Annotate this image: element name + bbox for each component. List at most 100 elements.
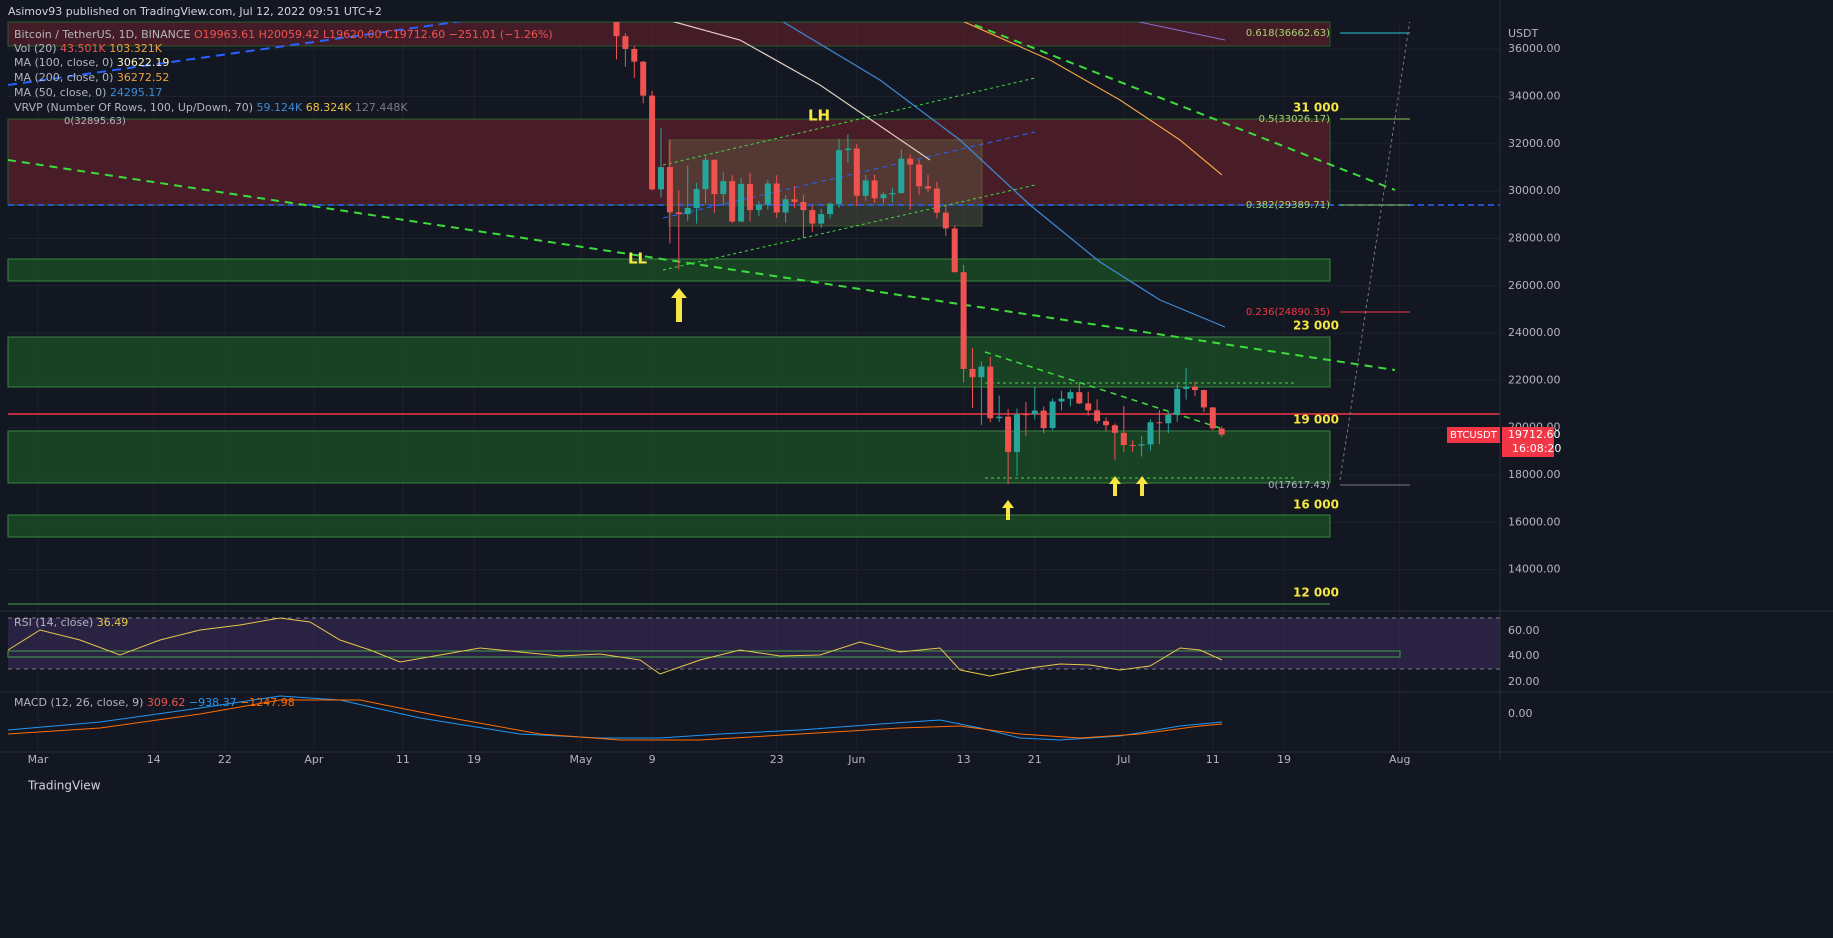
ma-200 xyxy=(963,22,1223,176)
footer xyxy=(0,772,1833,938)
channel-line xyxy=(662,77,1036,166)
arrow xyxy=(671,288,687,322)
candle-body xyxy=(658,167,664,190)
candle-body xyxy=(764,183,771,205)
candle-body xyxy=(693,189,700,209)
zone xyxy=(7,336,1331,388)
zone xyxy=(7,21,1331,47)
candle-body xyxy=(684,208,691,215)
legend-text: VRVP (Number Of Rows, 100, Up/Down, 70) xyxy=(14,101,253,114)
x-tick-label: 14 xyxy=(147,753,161,766)
candle-body xyxy=(1209,407,1216,429)
macd-line xyxy=(7,695,1223,741)
candle-body xyxy=(951,228,958,273)
x-tick-label: 9 xyxy=(649,753,656,766)
candle-body xyxy=(649,95,656,190)
legend-value: 309.62 xyxy=(147,696,186,709)
candle-body xyxy=(675,212,682,215)
legend-text: MA (50, close, 0) xyxy=(14,86,106,99)
drawings xyxy=(8,22,1411,486)
legend-text: Bitcoin / TetherUS, 1D, BINANCE xyxy=(14,28,191,41)
level-label: 19 000 xyxy=(1293,413,1339,427)
trend-line xyxy=(8,22,463,86)
rsi-band xyxy=(8,618,1500,669)
candle-body xyxy=(889,193,896,195)
x-tick-label: 11 xyxy=(1206,753,1220,766)
candle-body xyxy=(1129,445,1136,447)
candle-body xyxy=(1031,410,1038,415)
x-tick-label: 19 xyxy=(1277,753,1291,766)
candle-body xyxy=(1111,425,1118,433)
y-tick-label: 30000.00 xyxy=(1508,184,1561,197)
candle-body xyxy=(1147,422,1154,445)
candle-body xyxy=(729,181,736,222)
candle-body xyxy=(791,199,798,202)
fib-label: 0.5(33026.17) xyxy=(1259,114,1331,125)
candle-body xyxy=(1218,428,1225,435)
legend-line: MA (100, close, 0) 30622.19 xyxy=(14,56,169,69)
legend-value: −251.01 (−1.26%) xyxy=(449,28,553,41)
currency-label: USDT xyxy=(1508,27,1539,40)
badge-timer: 16:08:20 xyxy=(1512,442,1561,455)
arrow xyxy=(1136,476,1148,496)
candle-body xyxy=(1076,392,1083,404)
legend-value: −938.37 xyxy=(189,696,237,709)
y-tick-label: 26000.00 xyxy=(1508,279,1561,292)
legend-value: 59.124K xyxy=(257,101,303,114)
candle-body xyxy=(755,204,762,211)
price-badge xyxy=(1502,427,1554,457)
legend-value: L19620.00 xyxy=(323,28,382,41)
candle-body xyxy=(747,183,753,211)
fib-label: 0.236(24890.35) xyxy=(1246,307,1330,318)
x-tick-label: 11 xyxy=(396,753,410,766)
candle-body xyxy=(1058,398,1065,402)
candle-body xyxy=(1085,403,1092,411)
ma-100 xyxy=(672,22,931,161)
byline: Asimov93 published on TradingView.com, J… xyxy=(8,5,382,18)
y-tick-label: 22000.00 xyxy=(1508,373,1561,386)
candle-body xyxy=(1156,422,1163,424)
arrow xyxy=(1109,476,1121,496)
candle-body xyxy=(978,366,985,378)
candle-body xyxy=(1192,386,1198,391)
y-tick-label: 18000.00 xyxy=(1508,468,1561,481)
rsi-tick: 60.00 xyxy=(1508,624,1540,637)
fib-label: 0(17617.43) xyxy=(1268,480,1330,491)
x-tick-label: 23 xyxy=(770,753,784,766)
legend-value: O19963.61 xyxy=(194,28,255,41)
candle-body xyxy=(836,150,842,204)
legend: Bitcoin / TetherUS, 1D, BINANCE O19963.6… xyxy=(14,28,553,127)
legend-value: −1247.98 xyxy=(240,696,295,709)
x-tick-label: 22 xyxy=(218,753,232,766)
candle-body xyxy=(613,22,620,37)
arrow xyxy=(1002,500,1014,520)
zone xyxy=(7,514,1331,538)
badge xyxy=(1447,427,1500,443)
legend-text: Vol (20) xyxy=(14,42,57,55)
fib-label: 0.618(36662.63) xyxy=(1246,28,1330,39)
x-tick-label: 13 xyxy=(957,753,971,766)
ma-50 xyxy=(782,22,1226,328)
zone xyxy=(7,430,1331,484)
brand: TradingView xyxy=(27,779,101,793)
candle-body xyxy=(1049,401,1056,429)
legend-value: 24295.17 xyxy=(110,86,163,99)
legend-text: MA (100, close, 0) xyxy=(14,56,113,69)
trend-line xyxy=(984,351,1221,429)
candle-body xyxy=(702,159,709,190)
legend-line: MA (200, close, 0) 36272.52 xyxy=(14,71,169,84)
candle-body xyxy=(1165,414,1172,424)
level-label: 12 000 xyxy=(1293,586,1339,600)
candle-body xyxy=(1183,386,1190,390)
candle-body xyxy=(907,158,914,165)
candle-body xyxy=(925,186,931,189)
candle-body xyxy=(844,148,851,151)
candle-body xyxy=(1014,414,1020,453)
legend-value: 36.49 xyxy=(97,616,129,629)
candle-body xyxy=(827,203,834,215)
candle-body xyxy=(942,212,949,229)
candle-body xyxy=(738,183,745,222)
legend-line: VRVP (Number Of Rows, 100, Up/Down, 70) … xyxy=(14,101,408,114)
x-tick-label: Jul xyxy=(1116,753,1130,766)
candle-body xyxy=(960,272,967,369)
